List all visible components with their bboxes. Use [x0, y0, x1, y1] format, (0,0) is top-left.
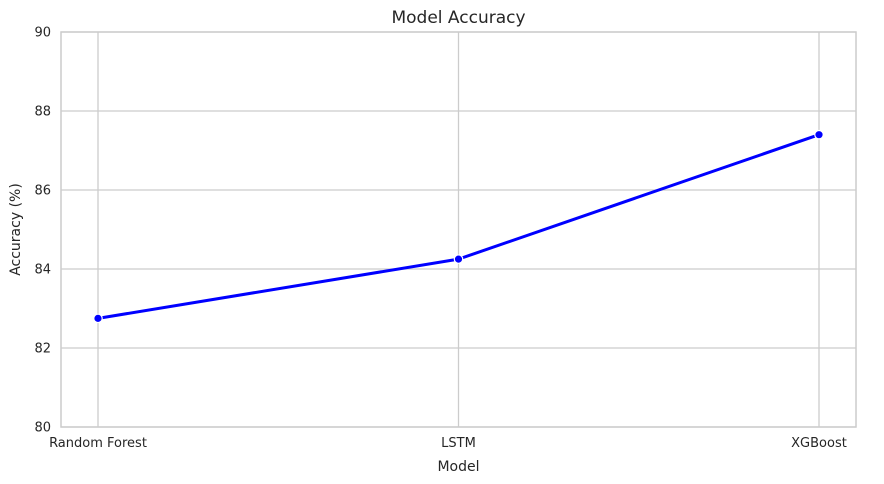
y-tick-label: 90	[34, 26, 51, 41]
x-tick-label: LSTM	[441, 436, 476, 451]
y-tick-label: 82	[34, 342, 51, 357]
y-tick-label: 86	[34, 184, 51, 199]
x-tick-labels: Random Forest LSTM XGBoost	[49, 436, 847, 451]
x-axis-label: Model	[437, 459, 479, 475]
data-point[interactable]	[814, 129, 824, 140]
chart-title: Model Accuracy	[391, 8, 525, 28]
series	[93, 129, 824, 324]
data-point[interactable]	[93, 313, 103, 324]
plot-frame	[60, 31, 857, 428]
y-tick-labels: 80 82 84 86 88 90	[34, 26, 51, 436]
data-point[interactable]	[453, 254, 464, 264]
grid-lines	[61, 31, 856, 428]
y-tick-label: 80	[34, 421, 51, 436]
y-axis-label: Accuracy (%)	[8, 183, 24, 276]
x-tick-label: Random Forest	[49, 436, 147, 451]
y-tick-label: 84	[34, 263, 51, 278]
x-tick-label: XGBoost	[791, 436, 847, 451]
y-tick-label: 88	[34, 105, 51, 120]
